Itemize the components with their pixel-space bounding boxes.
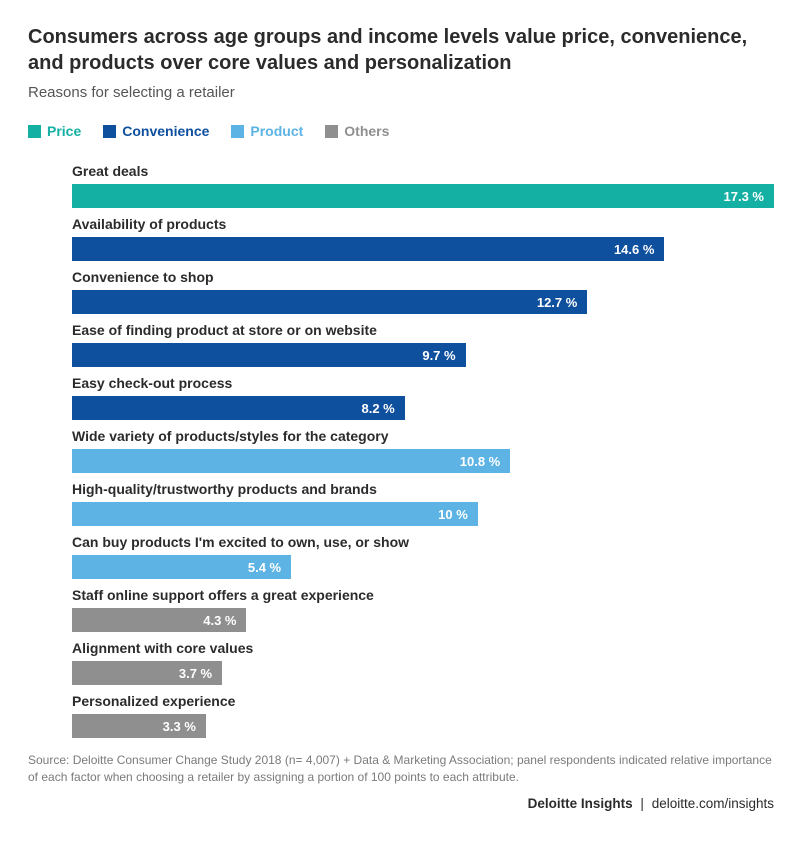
bar-row: Can buy products I'm excited to own, use…: [72, 534, 774, 579]
chart-source: Source: Deloitte Consumer Change Study 2…: [28, 752, 774, 786]
bar-label: Alignment with core values: [72, 640, 774, 656]
bar-fill: 5.4 %: [72, 555, 291, 579]
legend-swatch: [28, 125, 41, 138]
legend-swatch: [231, 125, 244, 138]
chart-title: Consumers across age groups and income l…: [28, 24, 774, 76]
bar-fill: 10 %: [72, 502, 478, 526]
bar-row: Ease of finding product at store or on w…: [72, 322, 774, 367]
bar-fill: 3.7 %: [72, 661, 222, 685]
bar-row: Easy check-out process 8.2 %: [72, 375, 774, 420]
bar-label: Can buy products I'm excited to own, use…: [72, 534, 774, 550]
bar-label: Great deals: [72, 163, 774, 179]
bar-fill: 8.2 %: [72, 396, 405, 420]
bar-label: Easy check-out process: [72, 375, 774, 391]
bar-row: Alignment with core values 3.7 %: [72, 640, 774, 685]
bar-label: Wide variety of products/styles for the …: [72, 428, 774, 444]
bar-track: 3.3 %: [72, 714, 774, 738]
legend-item-product: Product: [231, 123, 303, 139]
bar-fill: 10.8 %: [72, 449, 510, 473]
footer-brand: Deloitte Insights: [528, 796, 633, 811]
footer-link: deloitte.com/insights: [652, 796, 774, 811]
legend-item-price: Price: [28, 123, 81, 139]
bar-fill: 3.3 %: [72, 714, 206, 738]
chart-subtitle: Reasons for selecting a retailer: [28, 84, 774, 101]
bar-track: 5.4 %: [72, 555, 774, 579]
footer-sep: |: [640, 796, 644, 811]
bar-row: Availability of products 14.6 %: [72, 216, 774, 261]
bar-row: Convenience to shop 12.7 %: [72, 269, 774, 314]
bar-track: 3.7 %: [72, 661, 774, 685]
bar-fill: 17.3 %: [72, 184, 774, 208]
chart-bars: Great deals 17.3 % Availability of product…: [28, 163, 774, 738]
bar-label: Staff online support offers a great expe…: [72, 587, 774, 603]
bar-track: 4.3 %: [72, 608, 774, 632]
bar-label: Availability of products: [72, 216, 774, 232]
chart-legend: Price Convenience Product Others: [28, 123, 774, 139]
legend-swatch: [103, 125, 116, 138]
bar-label: Personalized experience: [72, 693, 774, 709]
bar-label: Convenience to shop: [72, 269, 774, 285]
legend-swatch: [325, 125, 338, 138]
legend-label: Price: [47, 123, 81, 139]
bar-fill: 12.7 %: [72, 290, 587, 314]
bar-label: Ease of finding product at store or on w…: [72, 322, 774, 338]
bar-fill: 4.3 %: [72, 608, 246, 632]
legend-label: Product: [250, 123, 303, 139]
bar-row: Personalized experience 3.3 %: [72, 693, 774, 738]
bar-fill: 14.6 %: [72, 237, 664, 261]
bar-row: Great deals 17.3 %: [72, 163, 774, 208]
bar-track: 17.3 %: [72, 184, 774, 208]
bar-row: Staff online support offers a great expe…: [72, 587, 774, 632]
bar-track: 14.6 %: [72, 237, 774, 261]
chart-footer: Deloitte Insights | deloitte.com/insight…: [28, 796, 774, 811]
legend-item-convenience: Convenience: [103, 123, 209, 139]
legend-label: Others: [344, 123, 389, 139]
bar-fill: 9.7 %: [72, 343, 466, 367]
bar-row: High-quality/trustworthy products and br…: [72, 481, 774, 526]
legend-label: Convenience: [122, 123, 209, 139]
bar-track: 8.2 %: [72, 396, 774, 420]
bar-track: 10.8 %: [72, 449, 774, 473]
legend-item-others: Others: [325, 123, 389, 139]
bar-track: 10 %: [72, 502, 774, 526]
bar-label: High-quality/trustworthy products and br…: [72, 481, 774, 497]
bar-track: 12.7 %: [72, 290, 774, 314]
bar-track: 9.7 %: [72, 343, 774, 367]
bar-row: Wide variety of products/styles for the …: [72, 428, 774, 473]
